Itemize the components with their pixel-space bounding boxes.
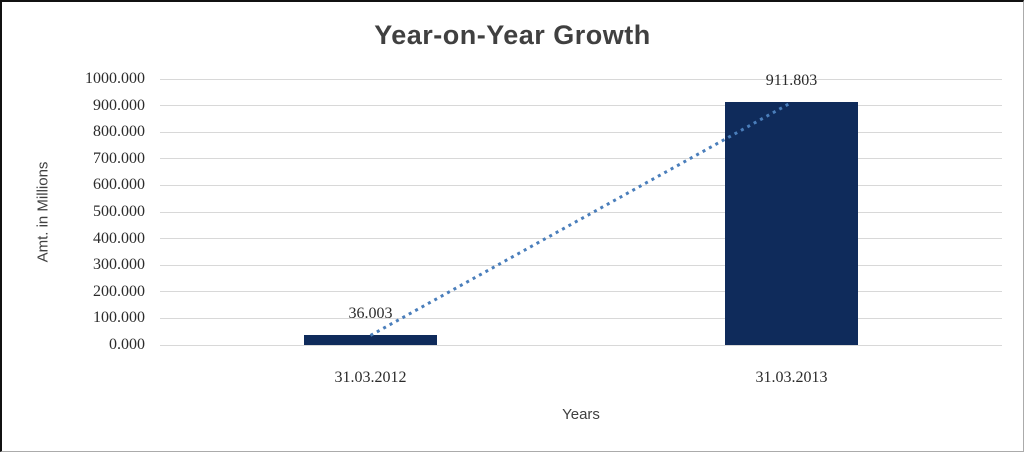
y-tick-label: 300.000 bbox=[93, 256, 145, 274]
y-gridline bbox=[160, 264, 1002, 266]
y-gridline bbox=[160, 105, 1002, 107]
y-tick-label: 400.000 bbox=[93, 229, 145, 247]
y-tick-label: 0.000 bbox=[109, 336, 145, 353]
y-gridline bbox=[160, 131, 1002, 133]
data-label: 36.003 bbox=[348, 305, 393, 323]
y-gridline bbox=[160, 317, 1002, 319]
y-gridline bbox=[160, 291, 1002, 293]
y-gridline bbox=[160, 184, 1002, 186]
y-gridline bbox=[160, 158, 1002, 160]
y-tick-label: 900.000 bbox=[93, 96, 145, 114]
y-tick-label: 200.000 bbox=[93, 282, 145, 300]
chart-title: Year-on-Year Growth bbox=[374, 20, 651, 50]
y-gridline bbox=[160, 344, 1002, 346]
y-gridline bbox=[160, 238, 1002, 240]
y-tick-label: 700.000 bbox=[93, 149, 145, 167]
bar-31.03.2012 bbox=[304, 335, 437, 345]
y-tick-label: 500.000 bbox=[93, 203, 145, 220]
y-gridline bbox=[160, 211, 1002, 213]
y-tick-label: 1000.000 bbox=[85, 70, 145, 87]
data-label: 911.803 bbox=[765, 72, 818, 90]
bar-31.03.2013 bbox=[725, 102, 858, 345]
x-category-label: 31.03.2013 bbox=[755, 369, 828, 386]
y-tick-label: 800.000 bbox=[93, 123, 145, 141]
y-tick-label: 600.000 bbox=[93, 176, 145, 194]
x-axis-title: Years bbox=[562, 406, 600, 423]
y-tick-label: 100.000 bbox=[93, 309, 145, 327]
x-category-label: 31.03.2012 bbox=[334, 369, 407, 386]
y-gridline bbox=[160, 78, 1002, 80]
